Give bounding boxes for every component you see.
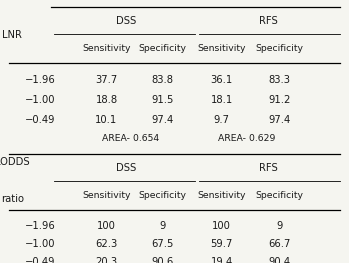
Text: Sensitivity: Sensitivity (198, 191, 246, 200)
Text: LNR: LNR (2, 30, 22, 40)
Text: 100: 100 (212, 221, 231, 231)
Text: Sensitivity: Sensitivity (82, 44, 131, 53)
Text: 91.2: 91.2 (268, 95, 290, 105)
Text: Specificity: Specificity (138, 191, 186, 200)
Text: LODDS: LODDS (0, 157, 30, 167)
Text: −0.49: −0.49 (25, 115, 55, 125)
Text: 90.6: 90.6 (151, 257, 173, 263)
Text: Specificity: Specificity (138, 44, 186, 53)
Text: 9: 9 (159, 221, 165, 231)
Text: 62.3: 62.3 (95, 239, 118, 249)
Text: 36.1: 36.1 (210, 75, 233, 85)
Text: 59.7: 59.7 (210, 239, 233, 249)
Text: 37.7: 37.7 (95, 75, 118, 85)
Text: 9.7: 9.7 (214, 115, 230, 125)
Text: −0.49: −0.49 (25, 257, 55, 263)
Text: 10.1: 10.1 (95, 115, 118, 125)
Text: 9: 9 (276, 221, 282, 231)
Text: 83.8: 83.8 (151, 75, 173, 85)
Text: RFS: RFS (259, 16, 278, 26)
Text: 90.4: 90.4 (268, 257, 290, 263)
Text: AREA- 0.629: AREA- 0.629 (218, 134, 276, 143)
Text: DSS: DSS (116, 163, 136, 173)
Text: −1.96: −1.96 (25, 75, 55, 85)
Text: 18.8: 18.8 (95, 95, 118, 105)
Text: RFS: RFS (259, 163, 278, 173)
Text: 100: 100 (97, 221, 116, 231)
Text: 20.3: 20.3 (95, 257, 118, 263)
Text: Sensitivity: Sensitivity (198, 44, 246, 53)
Text: 67.5: 67.5 (151, 239, 173, 249)
Text: Specificity: Specificity (255, 44, 303, 53)
Text: 97.4: 97.4 (151, 115, 173, 125)
Text: 91.5: 91.5 (151, 95, 173, 105)
Text: Sensitivity: Sensitivity (82, 191, 131, 200)
Text: 19.4: 19.4 (210, 257, 233, 263)
Text: ratio: ratio (1, 194, 24, 204)
Text: Specificity: Specificity (255, 191, 303, 200)
Text: AREA- 0.654: AREA- 0.654 (102, 134, 159, 143)
Text: DSS: DSS (116, 16, 136, 26)
Text: 83.3: 83.3 (268, 75, 290, 85)
Text: 66.7: 66.7 (268, 239, 290, 249)
Text: −1.00: −1.00 (25, 239, 55, 249)
Text: −1.00: −1.00 (25, 95, 55, 105)
Text: 18.1: 18.1 (210, 95, 233, 105)
Text: −1.96: −1.96 (25, 221, 55, 231)
Text: 97.4: 97.4 (268, 115, 290, 125)
